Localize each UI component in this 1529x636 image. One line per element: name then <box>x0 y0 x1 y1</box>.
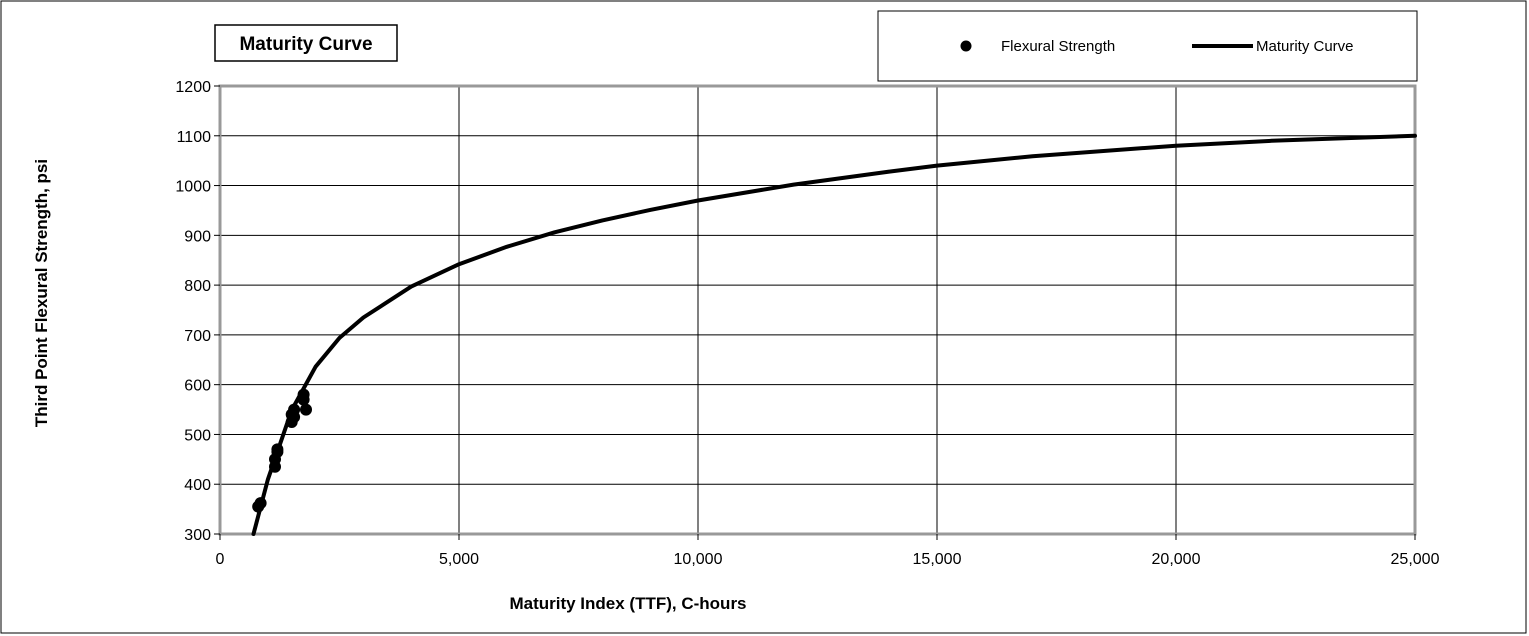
data-point-flexural-strength <box>297 388 310 401</box>
legend-label-flexural-strength: Flexural Strength <box>1001 38 1115 55</box>
plot-area <box>220 86 1415 534</box>
y-tick-label: 400 <box>184 477 211 494</box>
data-point-flexural-strength <box>254 497 267 510</box>
legend-marker-flexural-strength <box>960 40 972 52</box>
y-tick-label: 700 <box>184 328 211 345</box>
gridlines <box>220 86 1415 534</box>
data-point-flexural-strength <box>288 403 301 416</box>
y-tick-label: 900 <box>184 228 211 245</box>
y-tick-label: 800 <box>184 278 211 295</box>
y-tick-label: 1100 <box>177 129 212 146</box>
plot-area-border <box>218 84 1417 536</box>
chart-title: Maturity Curve <box>239 34 372 55</box>
series <box>251 133 1417 536</box>
y-tick-label: 300 <box>184 527 211 544</box>
x-tick-label: 25,000 <box>1391 551 1440 568</box>
x-tick-label: 0 <box>216 551 225 568</box>
x-tick-label: 5,000 <box>439 551 479 568</box>
series-line-maturity-curve <box>251 133 1417 536</box>
x-tick-label: 20,000 <box>1152 551 1201 568</box>
y-tick-label: 1200 <box>175 79 211 96</box>
data-point-flexural-strength <box>271 443 284 456</box>
y-tick-label: 600 <box>184 378 211 395</box>
y-tick-label: 1000 <box>175 179 211 196</box>
x-tick-label: 15,000 <box>913 551 962 568</box>
legend-label-maturity-curve: Maturity Curve <box>1256 38 1354 55</box>
x-axis-title: Maturity Index (TTF), C-hours <box>509 594 746 613</box>
y-tick-label: 500 <box>184 427 211 444</box>
y-axis-title: Third Point Flexural Strength, psi <box>32 159 51 427</box>
legend: Flexural Strength Maturity Curve <box>877 10 1418 82</box>
chart-title-frame <box>214 24 398 62</box>
data-point-flexural-strength <box>300 403 312 416</box>
tick-labels: 300 400 500 600 700 800 900 1000 1100 1200 0 5,000 1… <box>175 79 1439 568</box>
chart-title-box: Maturity Curve <box>214 24 398 62</box>
x-tick-label: 10,000 <box>674 551 723 568</box>
